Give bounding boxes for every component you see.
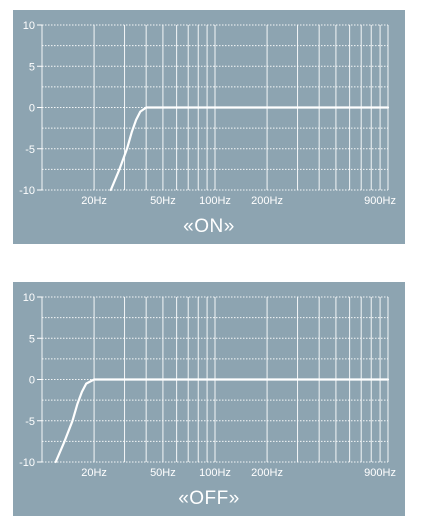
chart-panel-on: 10 5 0 -5 -10 20Hz 50Hz 100Hz 200Hz 900Hz «ON» (13, 10, 405, 244)
y-tick-label: 5 (29, 61, 35, 73)
y-tick-label: 10 (23, 292, 35, 304)
y-tick-label: -10 (19, 185, 35, 197)
response-curve (109, 106, 390, 192)
y-tick-label: 5 (29, 333, 35, 345)
x-tick-label: 200Hz (251, 195, 283, 207)
x-tick-label: 100Hz (199, 467, 231, 479)
y-tick-label: 0 (29, 103, 35, 115)
x-tick-label: 20Hz (81, 195, 107, 207)
chart-on-label: «ON» (183, 216, 235, 237)
chart-off-svg: 10 5 0 -5 -10 20Hz 50Hz 100Hz 200Hz 900Hz (19, 292, 396, 479)
y-tick-label: 0 (29, 375, 35, 387)
chart-off-label: «OFF» (178, 488, 240, 509)
x-tick-label: 20Hz (81, 467, 107, 479)
x-tick-label: 50Hz (150, 467, 176, 479)
y-tick-label: 10 (23, 20, 35, 32)
x-tick-label: 100Hz (199, 195, 231, 207)
y-tick-label: -5 (25, 144, 35, 156)
x-tick-label: 50Hz (150, 195, 176, 207)
y-tick-label: -10 (19, 457, 35, 469)
chart-on-svg: 10 5 0 -5 -10 20Hz 50Hz 100Hz 200Hz 900Hz (19, 20, 396, 207)
x-tick-label: 900Hz (364, 467, 396, 479)
y-tick-label: -5 (25, 416, 35, 428)
chart-panel-off: 10 5 0 -5 -10 20Hz 50Hz 100Hz 200Hz 900Hz «OFF» (13, 282, 405, 516)
x-tick-label: 200Hz (251, 467, 283, 479)
x-tick-label: 900Hz (364, 195, 396, 207)
response-curve (54, 378, 390, 464)
